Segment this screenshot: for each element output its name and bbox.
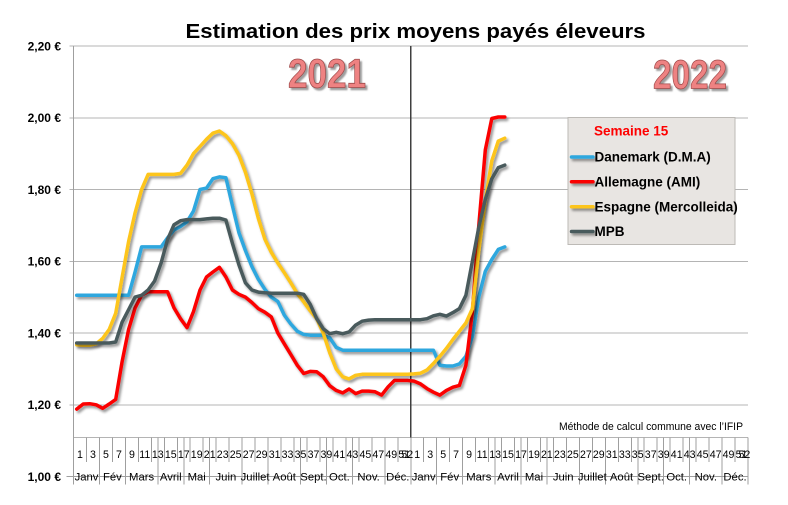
svg-text:3: 3 — [427, 449, 433, 461]
svg-text:Espagne (Mercolleida): Espagne (Mercolleida) — [595, 199, 738, 214]
svg-text:Déc.: Déc. — [723, 472, 746, 484]
svg-text:Août: Août — [610, 472, 634, 484]
svg-text:21: 21 — [204, 449, 216, 461]
svg-text:19: 19 — [528, 449, 540, 461]
svg-text:Janv: Janv — [75, 472, 99, 484]
svg-text:7: 7 — [116, 449, 122, 461]
svg-text:2021: 2021 — [288, 51, 366, 97]
svg-text:15: 15 — [502, 449, 514, 461]
svg-text:Mars: Mars — [466, 472, 491, 484]
svg-text:43: 43 — [347, 449, 359, 461]
svg-text:39: 39 — [658, 449, 670, 461]
svg-text:51: 51 — [736, 449, 748, 461]
svg-text:33: 33 — [282, 449, 294, 461]
svg-text:9: 9 — [129, 449, 135, 461]
svg-text:43: 43 — [684, 449, 696, 461]
svg-text:25: 25 — [230, 449, 242, 461]
svg-text:29: 29 — [593, 449, 605, 461]
svg-text:Déc.: Déc. — [386, 472, 409, 484]
svg-text:47: 47 — [710, 449, 722, 461]
svg-text:27: 27 — [580, 449, 592, 461]
svg-text:45: 45 — [697, 449, 709, 461]
svg-text:17: 17 — [515, 449, 527, 461]
svg-text:41: 41 — [334, 449, 346, 461]
svg-text:Avril: Avril — [160, 472, 182, 484]
svg-text:37: 37 — [308, 449, 320, 461]
svg-text:5: 5 — [103, 449, 109, 461]
svg-text:Nov.: Nov. — [695, 472, 717, 484]
svg-text:35: 35 — [632, 449, 644, 461]
svg-text:2,20 €: 2,20 € — [28, 39, 62, 53]
svg-text:49: 49 — [723, 449, 735, 461]
svg-text:25: 25 — [567, 449, 579, 461]
svg-text:39: 39 — [321, 449, 333, 461]
svg-text:Nov.: Nov. — [357, 472, 379, 484]
svg-text:5: 5 — [440, 449, 446, 461]
svg-text:17: 17 — [178, 449, 190, 461]
svg-text:9: 9 — [466, 449, 472, 461]
svg-text:1: 1 — [414, 449, 420, 461]
svg-text:27: 27 — [243, 449, 255, 461]
svg-text:1,60 €: 1,60 € — [28, 255, 62, 269]
svg-text:31: 31 — [269, 449, 281, 461]
svg-text:35: 35 — [295, 449, 307, 461]
svg-text:19: 19 — [191, 449, 203, 461]
svg-text:23: 23 — [554, 449, 566, 461]
svg-text:Janv: Janv — [412, 472, 436, 484]
svg-text:Juin: Juin — [216, 472, 237, 484]
svg-text:23: 23 — [217, 449, 229, 461]
svg-text:MPB: MPB — [595, 224, 625, 239]
svg-text:Mai: Mai — [188, 472, 206, 484]
svg-text:11: 11 — [139, 449, 150, 461]
svg-text:47: 47 — [372, 449, 384, 461]
svg-text:15: 15 — [165, 449, 177, 461]
svg-text:Oct.: Oct. — [329, 472, 350, 484]
svg-text:1,80 €: 1,80 € — [28, 183, 62, 197]
svg-text:Danemark (D.M.A): Danemark (D.M.A) — [595, 150, 711, 165]
svg-text:52: 52 — [401, 449, 413, 461]
svg-text:Juin: Juin — [553, 472, 574, 484]
svg-text:Juillet: Juillet — [578, 472, 608, 484]
svg-text:2022: 2022 — [653, 52, 727, 98]
svg-text:33: 33 — [619, 449, 631, 461]
svg-text:51: 51 — [398, 449, 410, 461]
svg-text:2,00 €: 2,00 € — [28, 111, 62, 125]
svg-text:49: 49 — [385, 449, 397, 461]
svg-text:Sept.: Sept. — [300, 472, 326, 484]
svg-text:Semaine 15: Semaine 15 — [594, 124, 669, 139]
svg-text:Méthode de calcul commune avec: Méthode de calcul commune avec l’IFIP — [559, 421, 743, 433]
svg-text:31: 31 — [606, 449, 618, 461]
svg-text:1,20 €: 1,20 € — [28, 398, 62, 412]
svg-text:1: 1 — [77, 449, 83, 461]
svg-text:Mars: Mars — [129, 472, 154, 484]
svg-text:21: 21 — [541, 449, 553, 461]
svg-text:37: 37 — [645, 449, 657, 461]
svg-text:Fév: Fév — [440, 472, 459, 484]
svg-text:Fév: Fév — [103, 472, 122, 484]
svg-text:Août: Août — [273, 472, 297, 484]
svg-text:3: 3 — [90, 449, 96, 461]
svg-text:52: 52 — [739, 449, 751, 461]
svg-text:41: 41 — [671, 449, 683, 461]
svg-text:7: 7 — [453, 449, 459, 461]
svg-text:Mai: Mai — [525, 472, 543, 484]
svg-text:45: 45 — [360, 449, 372, 461]
svg-text:Allemagne (AMI): Allemagne (AMI) — [595, 174, 701, 189]
svg-text:13: 13 — [152, 449, 164, 461]
svg-text:Sept.: Sept. — [638, 472, 664, 484]
svg-text:Estimation des prix moyens pay: Estimation des prix moyens payés éleveur… — [186, 20, 646, 43]
svg-text:11: 11 — [477, 449, 488, 461]
svg-text:Avril: Avril — [497, 472, 519, 484]
svg-text:Oct.: Oct. — [666, 472, 687, 484]
svg-text:1,00 €: 1,00 € — [28, 470, 62, 484]
svg-text:29: 29 — [256, 449, 268, 461]
svg-text:1,40 €: 1,40 € — [28, 326, 62, 340]
svg-text:13: 13 — [489, 449, 501, 461]
svg-text:Juillet: Juillet — [241, 472, 271, 484]
